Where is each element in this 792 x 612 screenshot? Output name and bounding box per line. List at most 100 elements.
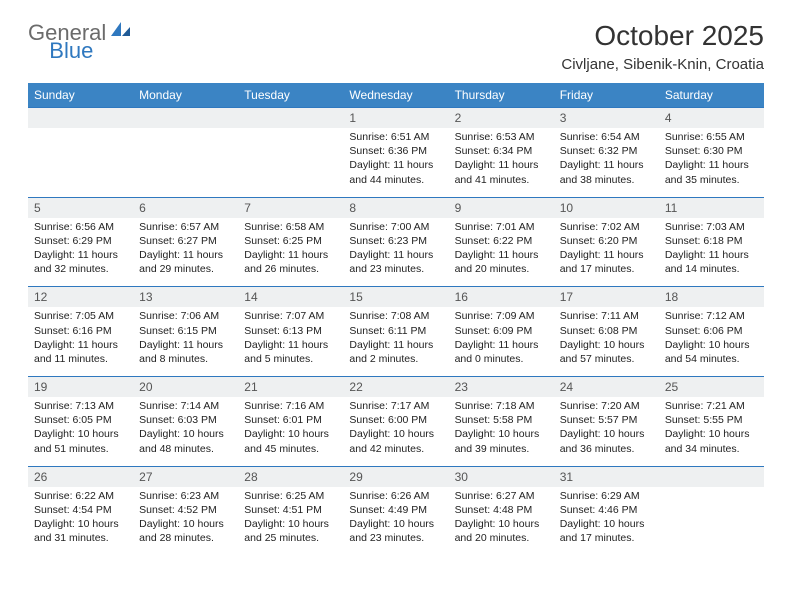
daylight-text-2: and 2 minutes. (349, 352, 442, 366)
sunrise-text: Sunrise: 6:56 AM (34, 220, 127, 234)
daylight-text-1: Daylight: 10 hours (665, 427, 758, 441)
day-number-row: 567891011 (28, 197, 764, 218)
sunset-text: Sunset: 6:01 PM (244, 413, 337, 427)
sunrise-text: Sunrise: 6:27 AM (455, 489, 548, 503)
day-detail-cell: Sunrise: 7:01 AMSunset: 6:22 PMDaylight:… (449, 218, 554, 287)
sunrise-text: Sunrise: 6:26 AM (349, 489, 442, 503)
sunrise-text: Sunrise: 7:05 AM (34, 309, 127, 323)
sunset-text: Sunset: 6:06 PM (665, 324, 758, 338)
weekday-header: Monday (133, 83, 238, 108)
day-detail-cell: Sunrise: 6:26 AMSunset: 4:49 PMDaylight:… (343, 487, 448, 556)
daylight-text-1: Daylight: 10 hours (665, 338, 758, 352)
daylight-text-1: Daylight: 11 hours (139, 248, 232, 262)
day-number: 5 (28, 197, 133, 218)
day-number: 26 (28, 466, 133, 487)
daylight-text-1: Daylight: 11 hours (349, 248, 442, 262)
weekday-header-row: SundayMondayTuesdayWednesdayThursdayFrid… (28, 83, 764, 108)
daylight-text-2: and 0 minutes. (455, 352, 548, 366)
sunrise-text: Sunrise: 7:21 AM (665, 399, 758, 413)
sunset-text: Sunset: 5:55 PM (665, 413, 758, 427)
daylight-text-2: and 20 minutes. (455, 531, 548, 545)
daylight-text-2: and 34 minutes. (665, 442, 758, 456)
daylight-text-1: Daylight: 11 hours (560, 158, 653, 172)
location-text: Civljane, Sibenik-Knin, Croatia (561, 56, 764, 73)
day-number: 10 (554, 197, 659, 218)
day-number: 14 (238, 287, 343, 308)
sunrise-text: Sunrise: 7:13 AM (34, 399, 127, 413)
sunrise-text: Sunrise: 6:23 AM (139, 489, 232, 503)
daylight-text-2: and 45 minutes. (244, 442, 337, 456)
daylight-text-2: and 17 minutes. (560, 531, 653, 545)
day-detail-cell: Sunrise: 7:08 AMSunset: 6:11 PMDaylight:… (343, 307, 448, 376)
day-detail-cell: Sunrise: 6:25 AMSunset: 4:51 PMDaylight:… (238, 487, 343, 556)
sunset-text: Sunset: 6:11 PM (349, 324, 442, 338)
sunset-text: Sunset: 6:18 PM (665, 234, 758, 248)
day-detail-row: Sunrise: 6:56 AMSunset: 6:29 PMDaylight:… (28, 218, 764, 287)
logo-sail-icon (110, 20, 132, 43)
daylight-text-2: and 29 minutes. (139, 262, 232, 276)
daylight-text-2: and 32 minutes. (34, 262, 127, 276)
sunset-text: Sunset: 6:09 PM (455, 324, 548, 338)
weekday-header: Wednesday (343, 83, 448, 108)
daylight-text-1: Daylight: 10 hours (560, 427, 653, 441)
sunrise-text: Sunrise: 6:55 AM (665, 130, 758, 144)
day-number: 25 (659, 377, 764, 398)
day-detail-cell: Sunrise: 6:23 AMSunset: 4:52 PMDaylight:… (133, 487, 238, 556)
day-detail-cell: Sunrise: 7:06 AMSunset: 6:15 PMDaylight:… (133, 307, 238, 376)
sunrise-text: Sunrise: 6:22 AM (34, 489, 127, 503)
daylight-text-2: and 23 minutes. (349, 531, 442, 545)
day-detail-cell: Sunrise: 6:57 AMSunset: 6:27 PMDaylight:… (133, 218, 238, 287)
day-number-row: 12131415161718 (28, 287, 764, 308)
day-detail-cell: Sunrise: 6:53 AMSunset: 6:34 PMDaylight:… (449, 128, 554, 197)
daylight-text-1: Daylight: 10 hours (455, 427, 548, 441)
day-detail-cell: Sunrise: 6:29 AMSunset: 4:46 PMDaylight:… (554, 487, 659, 556)
daylight-text-2: and 48 minutes. (139, 442, 232, 456)
day-number: 3 (554, 108, 659, 129)
day-detail-cell: Sunrise: 7:03 AMSunset: 6:18 PMDaylight:… (659, 218, 764, 287)
day-detail-cell: Sunrise: 7:05 AMSunset: 6:16 PMDaylight:… (28, 307, 133, 376)
day-number: 6 (133, 197, 238, 218)
day-number: 31 (554, 466, 659, 487)
day-detail-cell: Sunrise: 6:56 AMSunset: 6:29 PMDaylight:… (28, 218, 133, 287)
sunrise-text: Sunrise: 6:25 AM (244, 489, 337, 503)
day-detail-cell: Sunrise: 6:55 AMSunset: 6:30 PMDaylight:… (659, 128, 764, 197)
sunset-text: Sunset: 6:23 PM (349, 234, 442, 248)
sunrise-text: Sunrise: 7:12 AM (665, 309, 758, 323)
month-title: October 2025 (561, 20, 764, 52)
day-number (238, 108, 343, 129)
day-number: 29 (343, 466, 448, 487)
daylight-text-2: and 57 minutes. (560, 352, 653, 366)
weekday-header: Friday (554, 83, 659, 108)
day-number: 24 (554, 377, 659, 398)
sunset-text: Sunset: 6:20 PM (560, 234, 653, 248)
sunset-text: Sunset: 6:16 PM (34, 324, 127, 338)
day-number: 9 (449, 197, 554, 218)
sunrise-text: Sunrise: 6:29 AM (560, 489, 653, 503)
day-detail-cell: Sunrise: 7:02 AMSunset: 6:20 PMDaylight:… (554, 218, 659, 287)
daylight-text-2: and 28 minutes. (139, 531, 232, 545)
day-detail-cell (133, 128, 238, 197)
sunrise-text: Sunrise: 7:17 AM (349, 399, 442, 413)
daylight-text-2: and 44 minutes. (349, 173, 442, 187)
sunset-text: Sunset: 6:30 PM (665, 144, 758, 158)
sunrise-text: Sunrise: 7:18 AM (455, 399, 548, 413)
daylight-text-1: Daylight: 11 hours (349, 338, 442, 352)
day-number: 11 (659, 197, 764, 218)
sunrise-text: Sunrise: 7:07 AM (244, 309, 337, 323)
day-number: 15 (343, 287, 448, 308)
day-number: 8 (343, 197, 448, 218)
sunset-text: Sunset: 6:22 PM (455, 234, 548, 248)
day-number: 2 (449, 108, 554, 129)
day-detail-cell: Sunrise: 6:54 AMSunset: 6:32 PMDaylight:… (554, 128, 659, 197)
sunset-text: Sunset: 6:36 PM (349, 144, 442, 158)
sunrise-text: Sunrise: 6:53 AM (455, 130, 548, 144)
daylight-text-1: Daylight: 10 hours (244, 427, 337, 441)
daylight-text-1: Daylight: 10 hours (139, 427, 232, 441)
daylight-text-1: Daylight: 10 hours (34, 517, 127, 531)
sunset-text: Sunset: 6:05 PM (34, 413, 127, 427)
day-number (28, 108, 133, 129)
daylight-text-2: and 35 minutes. (665, 173, 758, 187)
sunrise-text: Sunrise: 7:02 AM (560, 220, 653, 234)
day-detail-cell (28, 128, 133, 197)
daylight-text-2: and 14 minutes. (665, 262, 758, 276)
